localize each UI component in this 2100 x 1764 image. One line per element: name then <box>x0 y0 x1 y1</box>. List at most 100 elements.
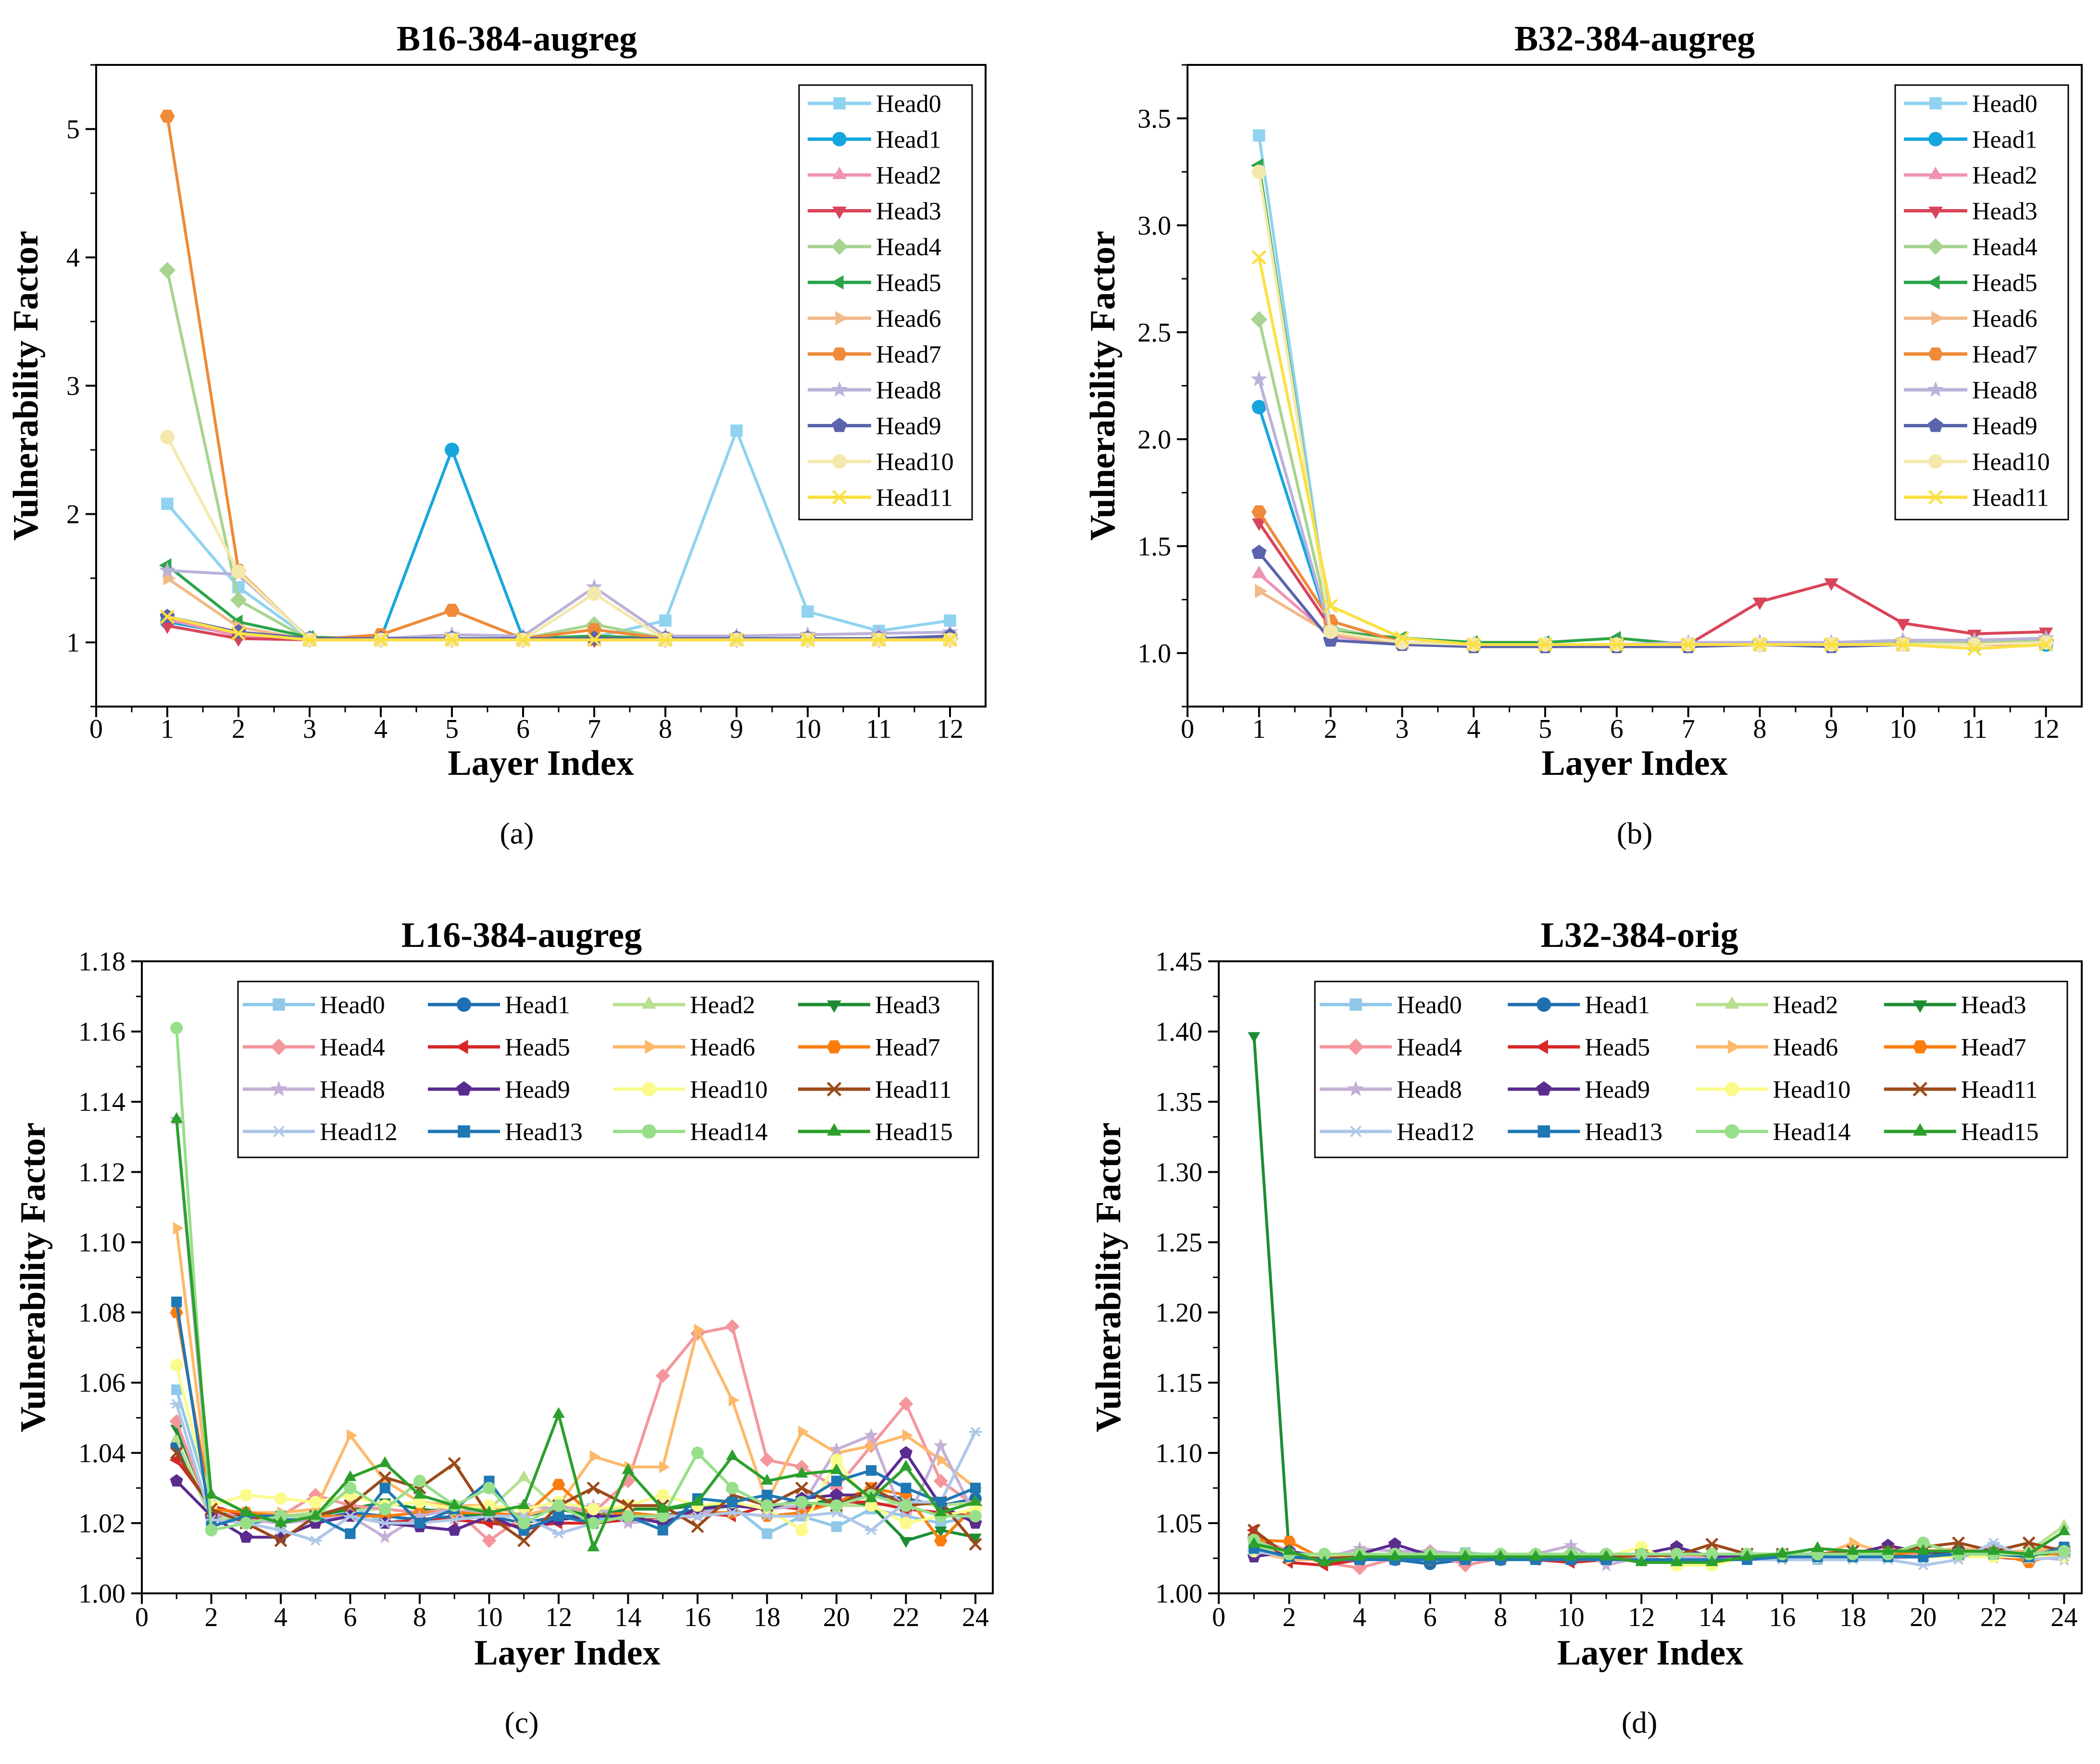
data-point <box>587 1481 600 1495</box>
legend-marker <box>1928 454 1943 469</box>
data-point <box>798 1426 809 1438</box>
data-point <box>937 1453 948 1466</box>
data-point <box>657 1525 668 1536</box>
data-point <box>1529 1550 1542 1561</box>
data-point <box>552 1478 565 1491</box>
data-point <box>448 1523 461 1536</box>
legend-label: Head10 <box>1773 1076 1851 1104</box>
y-tick-label: 3.0 <box>1138 211 1171 241</box>
y-tick-label: 1 <box>66 628 80 658</box>
data-point <box>2038 635 2053 650</box>
panel-caption: (c) <box>504 1705 538 1739</box>
data-point <box>170 1474 183 1487</box>
legend-label: Head8 <box>1397 1076 1462 1104</box>
data-point <box>274 1534 288 1547</box>
legend-label: Head1 <box>1972 126 2038 154</box>
data-point <box>1251 545 1267 559</box>
legend-marker <box>1536 1040 1548 1054</box>
legend-marker <box>832 132 847 147</box>
data-point <box>2038 637 2053 652</box>
legend-marker <box>1931 311 1944 325</box>
legend-marker <box>826 1040 842 1054</box>
data-point <box>1247 1524 1261 1537</box>
data-point <box>866 1465 877 1476</box>
data-point <box>413 1475 426 1488</box>
chart-title: L32-384-orig <box>1540 916 1738 955</box>
x-tick-label: 18 <box>1839 1603 1866 1632</box>
data-point <box>969 1533 982 1545</box>
data-point <box>1395 631 1410 646</box>
series-line-head9 <box>1258 551 2046 648</box>
series-line-head6 <box>175 1228 976 1518</box>
x-tick-label: 6 <box>343 1603 357 1632</box>
data-point <box>1251 505 1267 519</box>
data-point <box>160 609 175 624</box>
data-point <box>726 1481 739 1494</box>
data-point <box>1424 1550 1437 1561</box>
data-point <box>448 1457 461 1470</box>
data-point <box>656 1502 669 1513</box>
x-tick-label: 3 <box>303 714 316 744</box>
legend-label: Head15 <box>875 1118 953 1146</box>
x-tick-label: 12 <box>545 1603 572 1632</box>
x-tick-label: 2 <box>1324 714 1338 744</box>
data-point <box>1282 1536 1296 1547</box>
y-tick-label: 1.20 <box>1155 1298 1202 1328</box>
data-point <box>170 1431 183 1442</box>
data-point <box>444 632 460 647</box>
x-tick-label: 20 <box>1910 1603 1937 1632</box>
y-tick-label: 1.0 <box>1138 639 1171 669</box>
data-point <box>902 1429 913 1442</box>
data-point <box>1250 371 1267 386</box>
data-point <box>274 1525 287 1536</box>
x-tick-label: 2 <box>1283 1603 1296 1632</box>
x-tick-label: 1 <box>1252 714 1266 744</box>
legend-marker <box>831 275 844 290</box>
chart-title: B32-384-augreg <box>1514 19 1755 59</box>
data-point <box>900 1537 912 1548</box>
x-tick-label: 1 <box>161 714 174 744</box>
y-tick-label: 4 <box>66 243 80 273</box>
legend-box <box>1314 981 2068 1158</box>
panel-caption: (d) <box>1622 1705 1658 1739</box>
data-point <box>2058 1518 2071 1530</box>
y-tick-label: 1.12 <box>78 1157 125 1187</box>
legend-marker <box>1928 166 1943 179</box>
data-point <box>728 1394 740 1407</box>
series-line-head4 <box>175 1325 976 1542</box>
data-point <box>1987 1544 2000 1555</box>
data-point <box>379 1482 390 1493</box>
data-point <box>347 1429 358 1442</box>
legend-label: Head7 <box>875 1034 940 1061</box>
data-point <box>231 626 246 641</box>
panel-caption: (b) <box>1617 816 1653 850</box>
legend-label: Head0 <box>1972 90 2038 118</box>
legend-label: Head2 <box>1972 162 2038 189</box>
data-point <box>1609 637 1625 652</box>
legend-marker <box>1725 996 1739 1009</box>
data-point <box>231 564 246 579</box>
legend-marker <box>1725 1082 1739 1096</box>
x-tick-label: 10 <box>794 714 821 744</box>
data-point <box>1248 1537 1261 1548</box>
data-point <box>517 1470 530 1481</box>
x-tick-label: 12 <box>937 714 963 744</box>
legend-marker <box>827 1000 841 1013</box>
data-point <box>239 1530 253 1543</box>
x-tick-label: 12 <box>1628 1603 1655 1632</box>
data-point <box>899 1446 912 1459</box>
data-point <box>378 1503 391 1516</box>
y-tick-label: 1.18 <box>78 947 125 977</box>
data-point <box>691 1446 704 1459</box>
data-point <box>482 1533 497 1548</box>
data-point <box>1952 1536 1965 1550</box>
data-point <box>1318 1548 1331 1561</box>
data-point <box>656 1510 669 1523</box>
data-point <box>830 1453 843 1466</box>
data-point <box>1705 1555 1718 1566</box>
data-point <box>795 1466 808 1478</box>
legend-marker <box>831 238 848 255</box>
legend-label: Head11 <box>1961 1076 2038 1104</box>
legend-label: Head6 <box>876 305 941 333</box>
data-point <box>239 1516 252 1529</box>
